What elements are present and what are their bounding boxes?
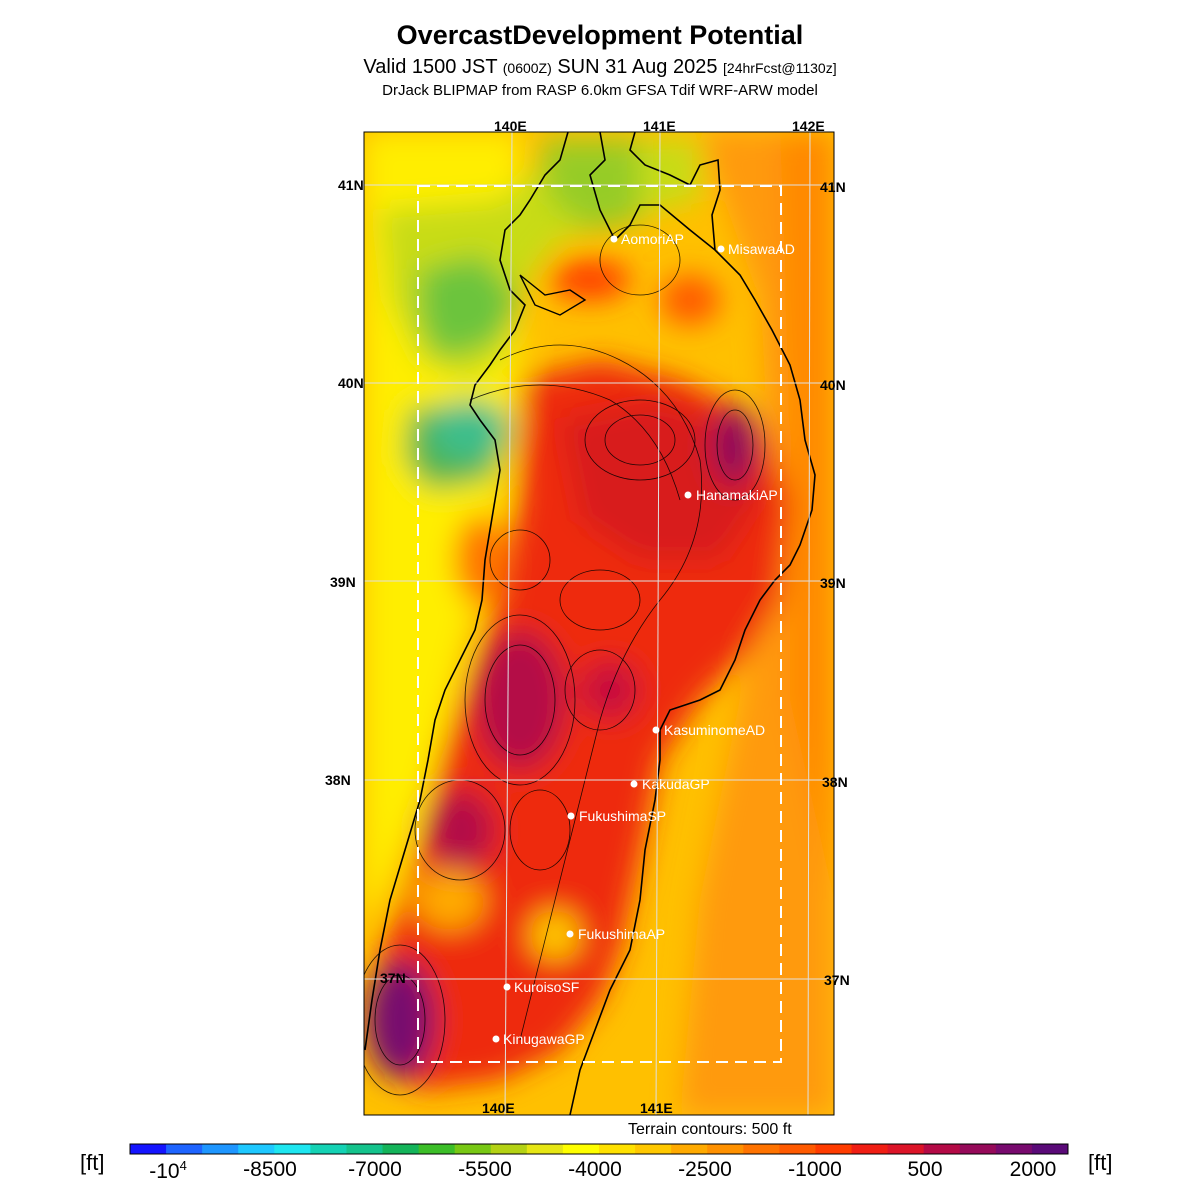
colorbar-label-4: -4000 [568, 1158, 622, 1181]
colorbar-label-0: -104 [149, 1158, 187, 1184]
site-dot [684, 491, 692, 499]
site-label: FukushimaSP [579, 808, 666, 824]
lat-label-left-40: 40N [338, 375, 364, 391]
lat-label-left-39: 39N [330, 574, 356, 590]
lat-label-right-37: 37N [824, 972, 850, 988]
inner-domain-box [417, 185, 782, 1063]
site-label: KinugawaGP [503, 1031, 585, 1047]
colorbar [129, 1143, 1069, 1155]
site-dot [503, 983, 511, 991]
site-fukushimaap[interactable]: FukushimaAP [566, 926, 666, 942]
valid-time: Valid 1500 JST (0600Z) SUN 31 Aug 2025 [… [0, 56, 1200, 79]
site-dot [567, 812, 575, 820]
colorbar-swatch [671, 1144, 708, 1154]
site-dot [610, 235, 618, 243]
site-label: AomoriAP [621, 231, 684, 247]
colorbar-label-0-base: -10 [149, 1160, 180, 1183]
colorbar-swatch [959, 1144, 997, 1154]
lon-label-top-142: 142E [792, 118, 825, 134]
colorbar-label-1: -8500 [243, 1158, 297, 1181]
colorbar-swatch [526, 1144, 564, 1154]
colorbar-swatch [454, 1144, 492, 1154]
site-misawaad[interactable]: MisawaAD [717, 241, 795, 257]
site-dot [630, 780, 638, 788]
colorbar-swatch [707, 1144, 744, 1154]
colorbar-swatch [743, 1144, 780, 1154]
colorbar-swatch [346, 1144, 384, 1154]
site-kasuminomead[interactable]: KasuminomeAD [652, 722, 766, 738]
lat-label-right-40: 40N [820, 377, 846, 393]
lon-label-bottom-140: 140E [482, 1100, 515, 1116]
colorbar-swatch [382, 1144, 420, 1154]
lat-label-right-41: 41N [820, 179, 846, 195]
site-kakudagp[interactable]: KakudaGP [630, 776, 710, 792]
latlon-grid [364, 132, 834, 1115]
site-dot [652, 726, 660, 734]
site-kinugawagp[interactable]: KinugawaGP [492, 1031, 585, 1047]
terrain-contours [364, 224, 766, 1096]
site-dot [492, 1035, 500, 1043]
lon-label-top-140: 140E [494, 118, 527, 134]
axis-labels: 140E 141E 142E 140E 141E 41N 40N 39N 38N… [325, 118, 850, 1116]
lon-label-top-141: 141E [643, 118, 676, 134]
site-label: FukushimaAP [578, 926, 665, 942]
colorbar-swatch [130, 1144, 167, 1154]
site-hanamakiap[interactable]: HanamakiAP [684, 487, 778, 503]
colorbar-swatch [851, 1144, 889, 1154]
site-dot [717, 245, 725, 253]
colorbar-swatch [887, 1144, 925, 1154]
site-dot [566, 930, 574, 938]
terrain-contours-note: Terrain contours: 500 ft [628, 1121, 792, 1138]
site-kuroisosf[interactable]: KuroisoSF [503, 979, 580, 995]
colorbar-swatch [562, 1144, 600, 1154]
lon-label-bottom-141: 141E [640, 1100, 673, 1116]
map-title: OvercastDevelopment Potential [396, 20, 804, 50]
lat-label-left-38: 38N [325, 772, 351, 788]
lat-label-right-39: 39N [820, 575, 846, 591]
colorbar-swatch [274, 1144, 311, 1154]
valid-prefix: Valid 1500 JST [363, 56, 498, 78]
valid-utc: (0600Z) [502, 60, 552, 76]
lat-label-right-38: 38N [822, 774, 848, 790]
colorbar-swatch [1031, 1144, 1069, 1154]
site-fukushimasp[interactable]: FukushimaSP [567, 808, 667, 824]
colorbar-label-2: -7000 [348, 1158, 402, 1181]
colorbar-label-8: 2000 [1009, 1158, 1057, 1181]
unit-label-left: [ft] [80, 1150, 105, 1175]
colorbar-swatch [599, 1144, 636, 1154]
site-label: MisawaAD [728, 241, 795, 257]
colorbar-swatch [238, 1144, 275, 1154]
colorbar-label-5: -2500 [678, 1158, 732, 1181]
colorbar-swatch [635, 1144, 672, 1154]
colorbar-label-0-exponent: 4 [179, 1158, 187, 1173]
colorbar-swatch [995, 1144, 1033, 1154]
site-label: KakudaGP [642, 776, 710, 792]
site-label: KasuminomeAD [664, 722, 765, 738]
lat-label-left-37: 37N [380, 970, 406, 986]
colorbar-swatch [202, 1144, 239, 1154]
forecast-info: [24hrFcst@1130z] [723, 60, 837, 76]
colorbar-label-3: -5500 [458, 1158, 512, 1181]
colorbar-swatch [815, 1144, 853, 1154]
colorbar-swatch [166, 1144, 203, 1154]
site-label: KuroisoSF [514, 979, 579, 995]
colorbar-label-6: -1000 [788, 1158, 842, 1181]
colorbar-swatch [779, 1144, 816, 1154]
valid-date: SUN 31 Aug 2025 [557, 56, 718, 78]
colorbar-swatch [923, 1144, 961, 1154]
colorbar-swatch [418, 1144, 456, 1154]
unit-label-right: [ft] [1088, 1150, 1113, 1175]
colorbar-swatch [310, 1144, 347, 1154]
colorbar-frame [129, 1143, 1069, 1155]
colorbar-swatch [490, 1144, 528, 1154]
site-markers: AomoriAP MisawaAD HanamakiAP KasuminomeA… [492, 231, 795, 1047]
potential-field [364, 132, 834, 1115]
lat-label-left-41: 41N [338, 177, 364, 193]
site-aomoriap[interactable]: AomoriAP [610, 231, 685, 247]
model-info: DrJack BLIPMAP from RASP 6.0km GFSA Tdif… [382, 82, 818, 99]
site-label: HanamakiAP [696, 487, 778, 503]
colorbar-label-7: 500 [907, 1158, 943, 1181]
